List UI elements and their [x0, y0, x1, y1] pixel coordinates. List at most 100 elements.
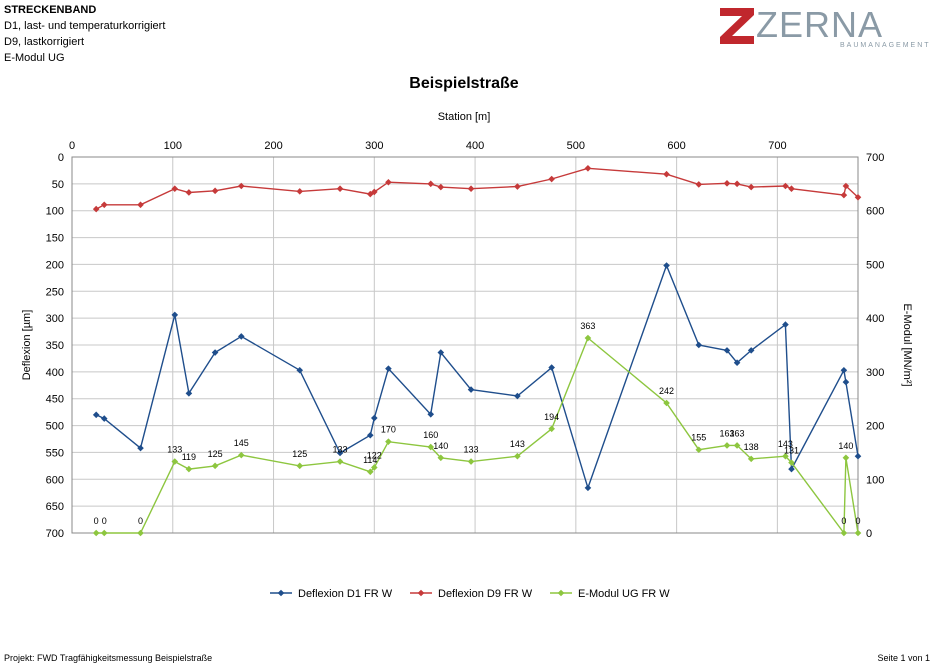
data-point — [788, 459, 795, 466]
data-label: 125 — [208, 449, 223, 459]
y2-tick-label: 300 — [866, 367, 884, 379]
data-point — [92, 411, 100, 419]
y-tick-label: 100 — [46, 206, 64, 218]
data-point — [467, 458, 475, 465]
legend-marker — [557, 589, 565, 597]
y-tick-label: 350 — [46, 340, 64, 352]
data-point — [747, 347, 755, 354]
data-point — [100, 529, 108, 537]
data-point — [100, 415, 108, 422]
data-point — [854, 452, 862, 460]
data-point — [514, 183, 521, 190]
data-label: 133 — [464, 445, 479, 455]
x-tick-label: 300 — [365, 140, 383, 152]
y2-tick-label: 400 — [866, 313, 884, 325]
data-point — [663, 262, 670, 269]
data-label: 133 — [167, 445, 182, 455]
y-tick-label: 0 — [58, 152, 64, 164]
data-point — [695, 341, 703, 349]
data-point — [437, 183, 445, 191]
zerna-logo: ZERNA BAUMANAGEMENT — [720, 4, 929, 54]
data-label: 143 — [778, 439, 793, 449]
logo-wordmark: ZERNA — [756, 4, 884, 45]
data-point — [467, 185, 475, 192]
y-tick-label: 300 — [46, 313, 64, 325]
y-tick-label: 600 — [46, 474, 64, 486]
data-point — [584, 164, 592, 172]
legend-marker — [277, 589, 285, 597]
y-tick-label: 700 — [46, 528, 64, 540]
data-point — [733, 442, 741, 449]
data-point — [584, 334, 592, 342]
data-point — [336, 458, 344, 465]
y2-tick-label: 700 — [866, 152, 884, 164]
data-point — [733, 359, 741, 367]
x-tick-label: 700 — [768, 140, 786, 152]
data-point — [427, 410, 435, 418]
y2-axis-label: E-Modul [MN/m²] — [901, 303, 913, 386]
header-line-emodul: E-Modul UG — [4, 52, 65, 64]
data-point — [514, 392, 521, 400]
data-point — [782, 321, 789, 328]
data-point — [237, 182, 245, 190]
data-point — [92, 529, 100, 537]
data-point — [171, 185, 179, 192]
y-tick-label: 400 — [46, 367, 64, 379]
data-label: 125 — [292, 449, 307, 459]
chart: Beispielstraße Station [m] 0 100 200 300 400… — [21, 75, 913, 600]
data-label: 155 — [691, 433, 706, 443]
data-point — [782, 182, 789, 190]
data-label: 145 — [234, 438, 249, 448]
data-point — [723, 442, 731, 449]
data-label: 170 — [381, 425, 396, 435]
data-label: 363 — [580, 321, 595, 331]
data-point — [185, 390, 193, 397]
legend-marker — [417, 589, 425, 597]
y-tick-label: 50 — [52, 179, 64, 191]
data-point — [137, 201, 144, 209]
y2-tick-label: 0 — [866, 528, 872, 540]
data-point — [782, 452, 789, 460]
x-tick-label: 600 — [667, 140, 685, 152]
series-0 — [92, 262, 862, 492]
data-label: 0 — [841, 516, 846, 526]
data-point — [296, 188, 304, 195]
data-point — [296, 462, 304, 470]
data-label: 0 — [138, 516, 143, 526]
legend-label: E-Modul UG FR W — [578, 588, 670, 600]
y-tick-label: 450 — [46, 394, 64, 406]
data-label: 119 — [182, 452, 196, 462]
y-tick-label: 550 — [46, 447, 64, 459]
data-label: 143 — [510, 439, 525, 449]
data-point — [171, 458, 179, 465]
y2-tick-label: 600 — [866, 206, 884, 218]
legend-label: Deflexion D9 FR W — [438, 588, 533, 600]
data-point — [237, 451, 245, 459]
data-point — [371, 414, 378, 422]
data-point — [842, 182, 850, 190]
data-point — [371, 188, 378, 196]
footer-project: Projekt: FWD Tragfähigkeitsmessung Beisp… — [4, 653, 213, 663]
data-label: 0 — [855, 516, 860, 526]
data-point — [747, 183, 755, 191]
y-tick-label: 250 — [46, 286, 64, 298]
data-point — [842, 378, 850, 386]
data-point — [137, 529, 144, 537]
data-label: 140 — [433, 441, 448, 451]
y2-tick-label: 500 — [866, 259, 884, 271]
plot-frame — [71, 156, 859, 534]
series-line — [95, 167, 859, 210]
grid — [71, 156, 858, 534]
x-tick-label: 0 — [69, 140, 75, 152]
data-point — [514, 452, 521, 460]
data-point — [548, 175, 555, 183]
data-point — [747, 455, 755, 463]
series-line — [95, 263, 859, 491]
data-point — [185, 189, 193, 196]
data-point — [437, 454, 445, 462]
y-tick-label: 150 — [46, 233, 64, 245]
data-label: 194 — [544, 412, 559, 422]
data-point — [385, 438, 392, 445]
data-label: 163 — [730, 428, 745, 438]
